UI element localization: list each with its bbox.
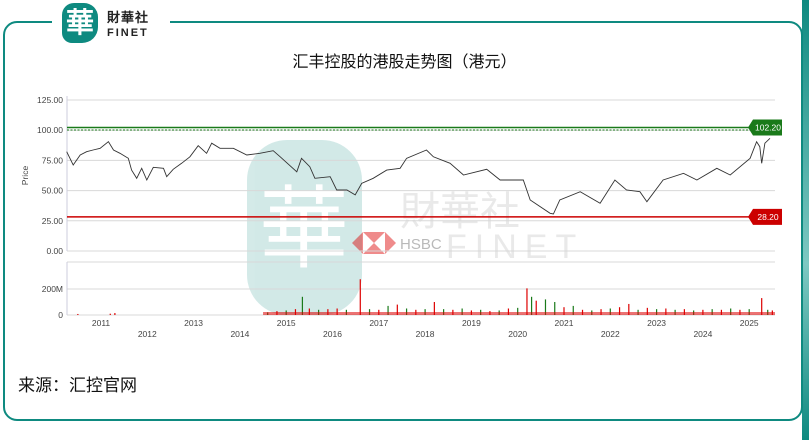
y-tick-label: 25.00 [42, 216, 64, 226]
y-axis-label: Price [20, 166, 30, 186]
x-tick-label: 2013 [184, 318, 203, 328]
card-frame [3, 21, 803, 421]
x-tick-label: 2019 [462, 318, 481, 328]
y-tick-label: 100.00 [37, 125, 63, 135]
volume-bar [535, 300, 537, 315]
low-value-label: 28.20 [757, 212, 779, 222]
x-tick-label: 2022 [601, 329, 620, 339]
hsbc-hex-icon [352, 232, 363, 254]
x-tick-label: 2024 [693, 329, 712, 339]
volume-bar [387, 305, 389, 315]
volume-bar [554, 302, 556, 315]
hsbc-text: HSBC [400, 236, 442, 253]
watermark-cn: 財華社 [400, 189, 520, 235]
volume-bar [609, 308, 611, 315]
x-tick-label: 2016 [323, 329, 342, 339]
price-line [66, 137, 771, 215]
volume-bar [77, 313, 79, 315]
volume-bar [396, 304, 398, 315]
x-tick-label: 2012 [138, 329, 157, 339]
volume-bar [109, 313, 111, 315]
volume-tick-label: 0 [58, 310, 63, 320]
x-tick-label: 2014 [230, 329, 249, 339]
volume-bar [530, 296, 533, 315]
x-tick-label: 2025 [740, 318, 759, 328]
y-tick-label: 125.00 [37, 95, 63, 105]
x-tick-label: 2018 [416, 329, 435, 339]
y-tick-label: 0.00 [46, 246, 63, 256]
volume-bar [526, 288, 528, 315]
volume-bar [628, 303, 630, 315]
volume-bar [433, 302, 435, 315]
high-value-label-box [748, 119, 782, 136]
finet-logo-icon: 華 [62, 3, 98, 43]
volume-bar [114, 313, 116, 315]
hsbc-hex-part [363, 243, 385, 254]
volume-bar [517, 307, 519, 315]
volume-bar [646, 307, 648, 315]
volume-bar [308, 308, 310, 315]
volume-bar [563, 307, 565, 315]
x-tick-label: 2021 [555, 318, 574, 328]
logo-text-en: FINET [107, 27, 149, 39]
volume-bar [359, 279, 361, 315]
y-tick-label: 75.00 [42, 155, 64, 165]
volume-tick-label: 200M [42, 284, 63, 294]
x-tick-label: 2017 [369, 318, 388, 328]
volume-baseline [263, 312, 775, 315]
volume-bar [301, 296, 304, 315]
volume-bar [730, 308, 732, 315]
volume-bar [618, 307, 621, 315]
x-tick-label: 2015 [277, 318, 296, 328]
high-value-label: 102.20 [755, 123, 781, 133]
hsbc-hex-part [385, 232, 396, 254]
chart-title: 汇丰控股的港股走势图（港元） [292, 52, 517, 71]
volume-bar [544, 299, 547, 315]
watermark-en: FINET [446, 228, 584, 266]
volume-bar [665, 308, 667, 315]
frame-accent-bar [802, 0, 809, 440]
logo-text-cn: 財華社 [107, 11, 150, 26]
volume-bar [461, 308, 463, 315]
volume-bar [761, 298, 763, 315]
volume-bar [572, 305, 574, 315]
watermark-mark: 華 [259, 177, 349, 282]
hsbc-hex-part [363, 232, 385, 243]
volume-bar [336, 308, 338, 315]
x-tick-label: 2011 [92, 318, 111, 328]
low-value-label-box [748, 208, 782, 225]
volume-bar [507, 308, 510, 315]
x-tick-label: 2023 [647, 318, 666, 328]
x-tick-label: 2020 [508, 329, 527, 339]
y-tick-label: 50.00 [42, 186, 64, 196]
source-note: 来源：汇控官网 [18, 376, 137, 396]
volume-bar [405, 308, 408, 315]
